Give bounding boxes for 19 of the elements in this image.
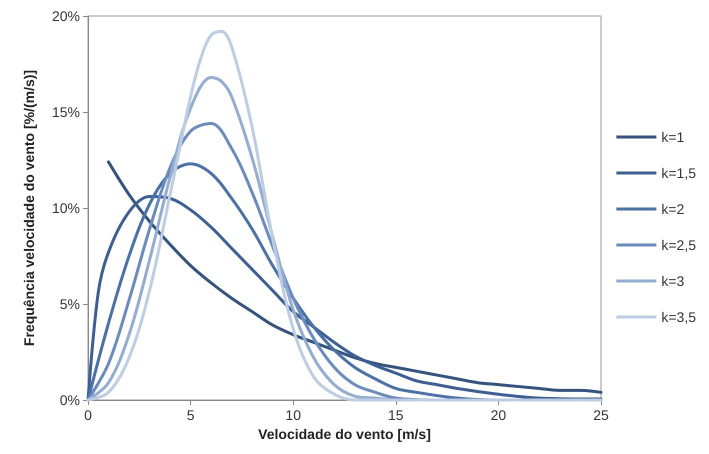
x-tick-label: 10 — [285, 407, 302, 423]
y-tick-label: 15% — [52, 104, 80, 120]
legend-label: k=2,5 — [661, 237, 696, 253]
y-axis-title: Frequência velocidade do vento [%/(m/s)] — [21, 70, 37, 346]
x-tick-label: 15 — [388, 407, 404, 423]
x-tick-label: 5 — [186, 407, 195, 423]
legend-label: k=1,5 — [661, 165, 696, 181]
legend-label: k=1 — [661, 129, 685, 145]
legend-label: k=3,5 — [661, 309, 696, 325]
y-tick-label: 20% — [52, 8, 80, 24]
y-tick-label: 5% — [60, 296, 80, 312]
x-axis-title: Velocidade do vento [m/s] — [258, 426, 431, 442]
x-tick-label: 0 — [84, 407, 92, 423]
y-tick-label: 10% — [52, 200, 80, 216]
x-tick-label: 20 — [490, 407, 506, 423]
x-tick-label: 25 — [593, 407, 609, 423]
y-tick-label: 0% — [60, 392, 80, 408]
legend-label: k=3 — [661, 273, 685, 289]
legend-label: k=2 — [661, 201, 685, 217]
